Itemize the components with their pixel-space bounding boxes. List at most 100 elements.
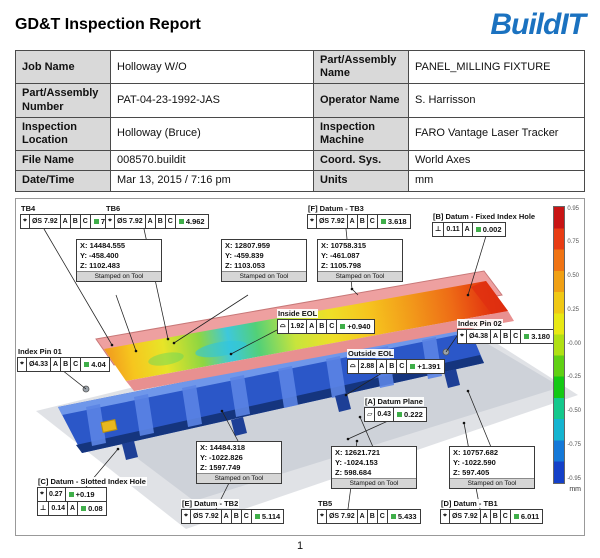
feature-control-frame: ⌖ Ø4.33 A B C 4.04 xyxy=(17,356,110,372)
callout-f-datum-tb3: [F] Datum - TB3 ⌖ ØS 7.92 A B C 3.618 xyxy=(307,203,411,229)
deviation-value: +1.391 xyxy=(407,360,443,373)
position-symbol: ⌖ xyxy=(441,509,450,523)
value-units: mm xyxy=(408,170,585,192)
feature-control-frame: ⌓ 2.88 A B C +1.391 xyxy=(347,358,445,374)
callout-index-pin-01: Index Pin 01 ⌖ Ø4.33 A B C 4.04 xyxy=(17,346,110,372)
flatness-symbol: ▱ xyxy=(365,407,376,421)
feature-control-frame: ⌖ ØS 7.92 A B C 4.962 xyxy=(105,213,209,229)
label-job-name: Job Name xyxy=(15,49,111,85)
position-symbol: ⌖ xyxy=(18,357,27,371)
label-units: Units xyxy=(313,170,409,192)
table-row: File Name 008570.buildit Coord. Sys. Wor… xyxy=(15,150,585,172)
value-part-assembly-number: PAT-04-23-1992-JAS xyxy=(110,83,314,118)
legend-tick: 0.75 xyxy=(567,239,579,246)
deviation-value: +0.19 xyxy=(66,488,98,501)
deviation-value: 4.04 xyxy=(81,358,109,371)
feature-control-frame: ⌖ ØS 7.92 A B C 5.114 xyxy=(181,508,285,524)
pass-indicator xyxy=(397,411,403,417)
yellow-component xyxy=(100,418,118,433)
callout-tb6: TB6 ⌖ ØS 7.92 A B C 4.962 xyxy=(105,203,209,229)
position-symbol: ⌖ xyxy=(308,214,317,228)
pass-indicator xyxy=(254,513,260,519)
value-operator-name: S. Harrisson xyxy=(408,83,585,118)
legend-unit: mm xyxy=(569,485,581,493)
label-part-assembly-number: Part/Assembly Number xyxy=(15,83,111,118)
pass-indicator xyxy=(390,513,396,519)
label-inspection-machine: Inspection Machine xyxy=(313,116,409,152)
callout-outside-eol: Outside EOL ⌓ 2.88 A B C +1.391 xyxy=(347,348,445,374)
callout-tb5: TB5 ⌖ ØS 7.92 A B C 5.433 xyxy=(317,498,421,524)
deviation-value: 4.962 xyxy=(176,215,208,228)
position-symbol: ⌖ xyxy=(458,329,467,343)
perpendicularity-symbol: ⊥ xyxy=(38,501,50,515)
callout-e-datum-tb2: [E] Datum - TB2 ⌖ ØS 7.92 A B C 5.114 xyxy=(181,498,285,524)
feature-control-frame: ⌖ 0.27 +0.19 ⊥ 0.14 A 0.08 xyxy=(37,486,107,516)
report-header: GD&T Inspection Report BuildIT xyxy=(15,8,586,50)
label-file-name: File Name xyxy=(15,150,111,172)
panel-front-edge xyxy=(126,310,514,391)
legend-tick: -0.75 xyxy=(567,441,581,448)
value-part-assembly-name: PANEL_MILLING FIXTURE xyxy=(408,49,585,85)
coordinate-box-1: X: 14484.318 Y: -1022.826 Z: 1597.749 St… xyxy=(196,440,282,484)
table-row: Inspection Location Holloway (Bruce) Ins… xyxy=(15,116,585,152)
value-job-name: Holloway W/O xyxy=(110,49,314,85)
page-title: GD&T Inspection Report xyxy=(15,16,201,33)
value-inspection-location: Holloway (Bruce) xyxy=(110,116,314,152)
profile-symbol: ⌓ xyxy=(348,359,359,373)
deviation-value: 5.114 xyxy=(252,510,283,523)
deviation-color-legend: 0.95 0.75 0.50 0.25 -0.00 -0.25 -0.50 -0… xyxy=(553,205,581,493)
inspection-visualization: TB4 ⌖ ØS 7.92 A B C 7.723 X: 14484.555 Y… xyxy=(15,197,585,536)
color-scale-bar xyxy=(553,205,566,484)
pass-indicator xyxy=(524,333,530,339)
deviation-value: +0.940 xyxy=(337,320,373,333)
callout-index-pin-02: Index Pin 02 ⌖ Ø4.38 A B C 3.180 xyxy=(457,318,554,344)
value-file-name: 008570.buildit xyxy=(110,150,314,172)
label-date-time: Date/Time xyxy=(15,170,111,192)
position-symbol: ⌖ xyxy=(182,509,191,523)
deviation-value: 6.011 xyxy=(511,510,542,523)
table-row: Date/Time Mar 13, 2015 / 7:16 pm Units m… xyxy=(15,170,585,192)
pass-indicator xyxy=(81,505,87,511)
callout-c-datum: [C] Datum - Slotted Index Hole ⌖ 0.27 +0… xyxy=(37,476,147,516)
callout-title: TB4 xyxy=(20,203,37,213)
label-inspection-location: Inspection Location xyxy=(15,116,111,152)
feature-control-frame: ⌖ Ø4.38 A B C 3.180 xyxy=(457,328,554,344)
legend-tick: 0.25 xyxy=(567,306,579,313)
coordinate-box-tb4: X: 14484.555 Y: -458.400 Z: 1102.483 Sta… xyxy=(76,238,162,282)
stamped-note: Stamped on Tool xyxy=(318,270,402,281)
label-part-assembly-name: Part/Assembly Name xyxy=(313,49,409,85)
deviation-value: 0.002 xyxy=(473,223,505,236)
stamped-note: Stamped on Tool xyxy=(77,270,161,281)
legend-tick: -0.50 xyxy=(567,408,581,414)
stamped-note: Stamped on Tool xyxy=(222,270,306,281)
pass-indicator xyxy=(410,363,416,369)
callout-b-datum: [B] Datum - Fixed Index Hole ⊥ 0.11 A 0.… xyxy=(432,211,537,237)
deviation-value: 3.180 xyxy=(521,330,553,343)
legend-tick: -0.00 xyxy=(567,340,581,347)
callout-a-datum-plane: [A] Datum Plane ▱ 0.43 0.222 xyxy=(364,396,427,422)
feature-control-frame: ⌖ ØS 7.92 A B C 3.618 xyxy=(307,213,411,229)
table-row: Job Name Holloway W/O Part/Assembly Name… xyxy=(15,49,585,85)
color-scale-ticks: 0.95 0.75 0.50 0.25 -0.00 -0.25 -0.50 -0… xyxy=(567,206,581,482)
coordinate-box-2: X: 12621.721 Y: -1024.153 Z: 598.684 Sta… xyxy=(331,445,417,489)
feature-control-frame: ⌖ ØS 7.92 A B C 5.433 xyxy=(317,508,421,524)
label-coord-sys: Coord. Sys. xyxy=(313,150,409,172)
inspection-info-table: Job Name Holloway W/O Part/Assembly Name… xyxy=(15,49,585,192)
coordinate-box-3: X: 10757.682 Y: -1022.590 Z: 597.405 Sta… xyxy=(449,445,535,489)
buildit-logo: BuildIT xyxy=(490,8,586,41)
stamped-note: Stamped on Tool xyxy=(450,477,534,488)
deviation-value: 3.618 xyxy=(378,215,410,228)
pass-indicator xyxy=(380,218,386,224)
pass-indicator xyxy=(475,226,481,232)
coordinate-box-tb3: X: 10758.315 Y: -461.087 Z: 1105.798 Sta… xyxy=(317,238,403,282)
deviation-value: 5.433 xyxy=(388,510,420,523)
legend-tick: 0.50 xyxy=(567,273,579,279)
value-inspection-machine: FARO Vantage Laser Tracker xyxy=(408,116,585,152)
position-symbol: ⌖ xyxy=(38,487,47,501)
callout-inside-eol: Inside EOL ⌓ 1.92 A B C +0.940 xyxy=(277,308,375,334)
deviation-value: 0.08 xyxy=(78,502,106,515)
legend-tick: 0.95 xyxy=(567,205,579,212)
pass-indicator xyxy=(340,323,346,329)
value-coord-sys: World Axes xyxy=(408,150,585,172)
